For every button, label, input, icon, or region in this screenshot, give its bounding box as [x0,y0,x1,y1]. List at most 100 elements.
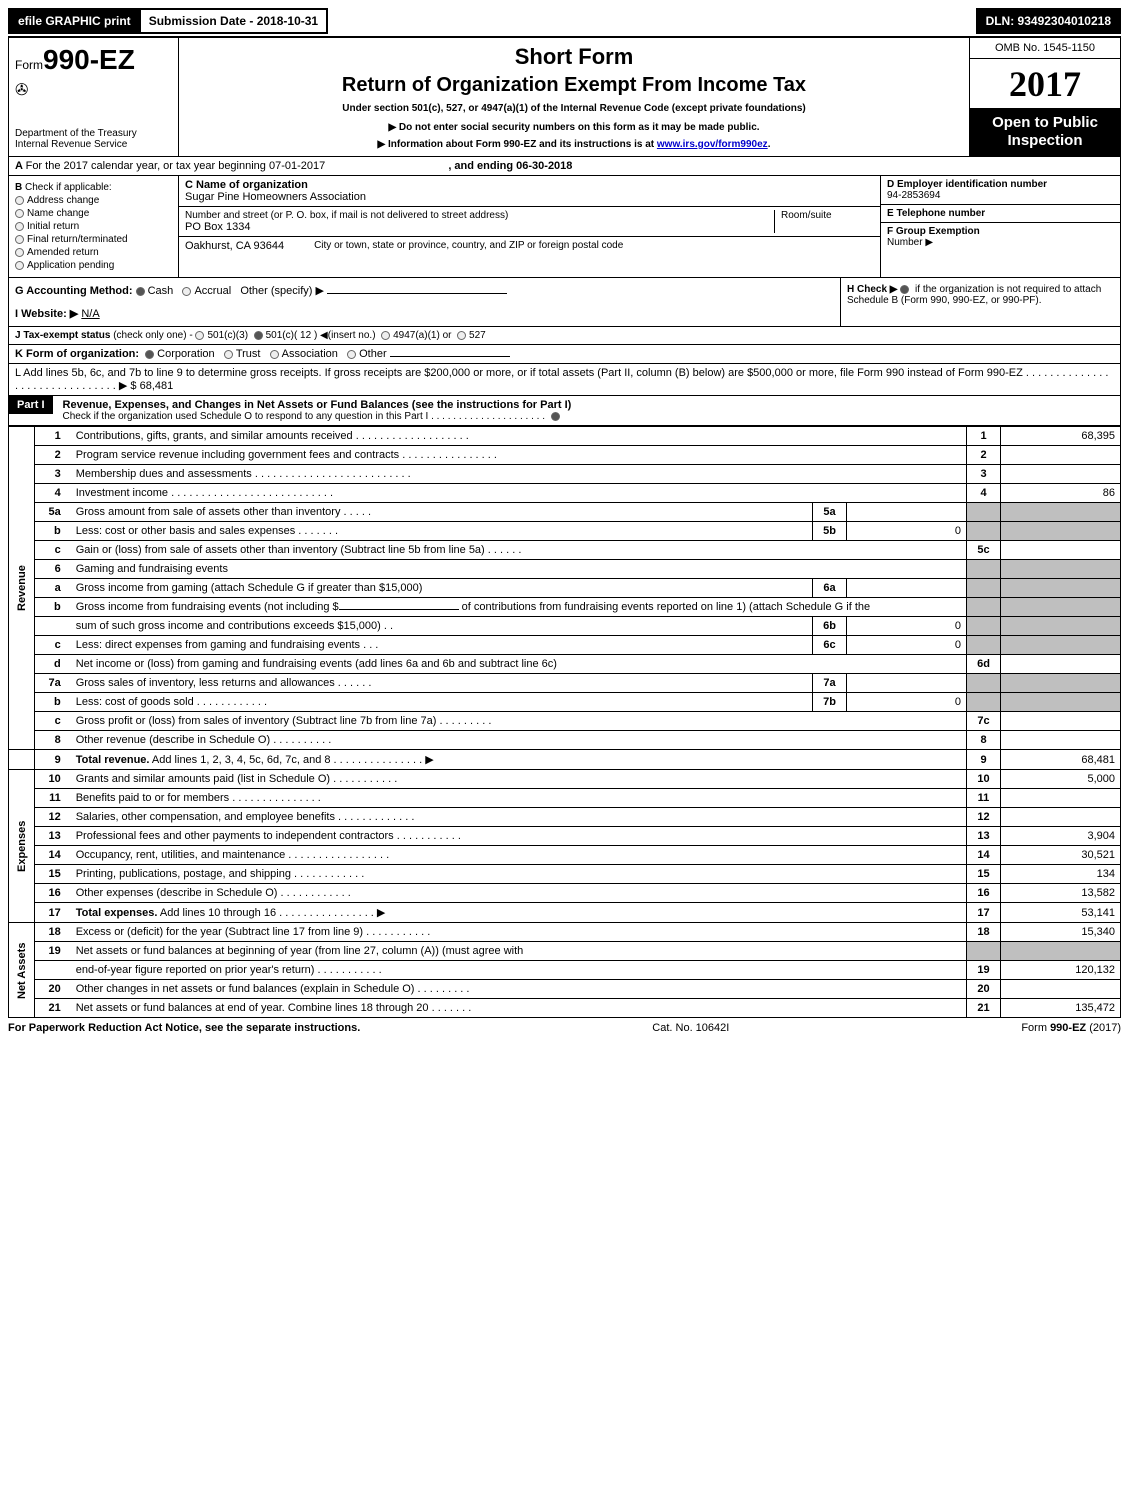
public-notice-1: ▶ Do not enter social security numbers o… [189,122,959,133]
efile-badge: efile GRAPHIC print [8,8,141,34]
box-i: I Website: ▶ N/A [15,307,834,320]
box-g: G Accounting Method: Cash Accrual Other … [15,284,834,297]
line-6b-2: sum of such gross income and contributio… [9,617,1121,636]
org-street: PO Box 1334 [185,221,768,233]
header-right-block: OMB No. 1545-1150 2017 Open to Public In… [970,38,1120,156]
revenue-label: Revenue [9,427,35,750]
line-1: Revenue 1Contributions, gifts, grants, a… [9,427,1121,446]
radio-cash[interactable] [136,287,145,296]
line-7b: bLess: cost of goods sold . . . . . . . … [9,693,1121,712]
website-value: N/A [81,308,99,320]
irs-eagle-icon: ✇ [15,80,172,100]
boxes-d-e-f: D Employer identification number 94-2853… [880,176,1120,277]
org-name: Sugar Pine Homeowners Association [185,191,874,203]
line-17: 17Total expenses. Add lines 10 through 1… [9,903,1121,923]
part-1-header: Part I Revenue, Expenses, and Changes in… [8,396,1121,426]
form-prefix: Form [15,58,43,72]
line-7c: cGross profit or (loss) from sales of in… [9,712,1121,731]
omb-number: OMB No. 1545-1150 [970,38,1120,59]
line-5c: cGain or (loss) from sale of assets othe… [9,541,1121,560]
line-13: 13Professional fees and other payments t… [9,827,1121,846]
line-8: 8Other revenue (describe in Schedule O) … [9,731,1121,750]
box-j: J Tax-exempt status (check only one) - 5… [8,327,1121,345]
check-name-change[interactable]: Name change [15,208,172,219]
line-19-1: 19Net assets or fund balances at beginni… [9,942,1121,961]
line-5a: 5aGross amount from sale of assets other… [9,503,1121,522]
spacer [328,8,975,34]
line-9: 9Total revenue. Total revenue. Add lines… [9,750,1121,770]
main-title: Return of Organization Exempt From Incom… [189,74,959,97]
open-to-public: Open to Public Inspection [970,108,1120,156]
line-6: 6Gaming and fundraising events [9,560,1121,579]
line-10: Expenses 10Grants and similar amounts pa… [9,770,1121,789]
dept-treasury: Department of the Treasury Internal Reve… [15,128,172,150]
radio-trust[interactable] [224,350,233,359]
check-initial-return[interactable]: Initial return [15,221,172,232]
org-city: Oakhurst, CA 93644 [185,240,284,252]
line-19-2: end-of-year figure reported on prior yea… [9,961,1121,980]
box-b: B Check if applicable: Address change Na… [9,176,179,277]
line-6a: aGross income from gaming (attach Schedu… [9,579,1121,598]
line-20: 20Other changes in net assets or fund ba… [9,980,1121,999]
line-a: A For the 2017 calendar year, or tax yea… [8,157,1121,176]
footer-right: Form 990-EZ (2017) [1021,1022,1121,1034]
radio-other[interactable] [347,350,356,359]
check-final-return[interactable]: Final return/terminated [15,234,172,245]
form-id-block: Form990-EZ ✇ Department of the Treasury … [9,38,179,156]
line-4: 4Investment income . . . . . . . . . . .… [9,484,1121,503]
line-15: 15Printing, publications, postage, and s… [9,865,1121,884]
footer-left: For Paperwork Reduction Act Notice, see … [8,1022,360,1034]
footer-catalog: Cat. No. 10642I [652,1022,729,1034]
line-16: 16Other expenses (describe in Schedule O… [9,884,1121,903]
boxes-b-through-f: B Check if applicable: Address change Na… [8,176,1121,278]
box-h: H Check ▶ if the organization is not req… [840,278,1120,326]
submission-date: Submission Date - 2018-10-31 [141,8,328,34]
form-container: efile GRAPHIC print Submission Date - 20… [0,0,1129,1046]
check-application-pending[interactable]: Application pending [15,260,172,271]
radio-501c3[interactable] [195,331,204,340]
box-d: D Employer identification number 94-2853… [881,176,1120,205]
box-e: E Telephone number [881,205,1120,223]
expenses-label: Expenses [9,770,35,923]
check-address-change[interactable]: Address change [15,195,172,206]
box-f: F Group Exemption Number ▶ [881,223,1120,277]
form-number: 990-EZ [43,44,135,75]
radio-accrual[interactable] [182,287,191,296]
box-k: K Form of organization: Corporation Trus… [8,345,1121,364]
line-7a: 7aGross sales of inventory, less returns… [9,674,1121,693]
radio-assoc[interactable] [270,350,279,359]
public-notice-2: ▶ Information about Form 990-EZ and its … [189,139,959,150]
check-h[interactable] [900,285,909,294]
line-3: 3Membership dues and assessments . . . .… [9,465,1121,484]
page-footer: For Paperwork Reduction Act Notice, see … [8,1018,1121,1038]
top-bar: efile GRAPHIC print Submission Date - 20… [8,8,1121,34]
line-21: 21Net assets or fund balances at end of … [9,999,1121,1018]
radio-corp[interactable] [145,350,154,359]
part-1-label: Part I [9,396,53,414]
short-form-title: Short Form [189,44,959,70]
line-6c: cLess: direct expenses from gaming and f… [9,636,1121,655]
radio-4947[interactable] [381,331,390,340]
box-c: C Name of organization Sugar Pine Homeow… [179,176,880,277]
line-14: 14Occupancy, rent, utilities, and mainte… [9,846,1121,865]
check-amended-return[interactable]: Amended return [15,247,172,258]
irs-link[interactable]: www.irs.gov/form990ez [657,139,768,150]
boxes-g-h: G Accounting Method: Cash Accrual Other … [8,278,1121,327]
ein-value: 94-2853694 [887,190,1114,201]
line-12: 12Salaries, other compensation, and empl… [9,808,1121,827]
line-18: Net Assets 18Excess or (deficit) for the… [9,923,1121,942]
part-1-table: Revenue 1Contributions, gifts, grants, a… [8,426,1121,1018]
dln-badge: DLN: 93492304010218 [976,8,1121,34]
form-title-block: Short Form Return of Organization Exempt… [179,38,970,156]
line-11: 11Benefits paid to or for members . . . … [9,789,1121,808]
box-l: L Add lines 5b, 6c, and 7b to line 9 to … [8,364,1121,396]
room-suite-label: Room/suite [781,210,874,221]
net-assets-label: Net Assets [9,923,35,1018]
line-5b: bLess: cost or other basis and sales exp… [9,522,1121,541]
check-schedule-o[interactable] [551,412,560,421]
radio-527[interactable] [457,331,466,340]
line-6d: dNet income or (loss) from gaming and fu… [9,655,1121,674]
line-2: 2Program service revenue including gover… [9,446,1121,465]
line-6b-1: bGross income from fundraising events (n… [9,598,1121,617]
radio-501c[interactable] [254,331,263,340]
